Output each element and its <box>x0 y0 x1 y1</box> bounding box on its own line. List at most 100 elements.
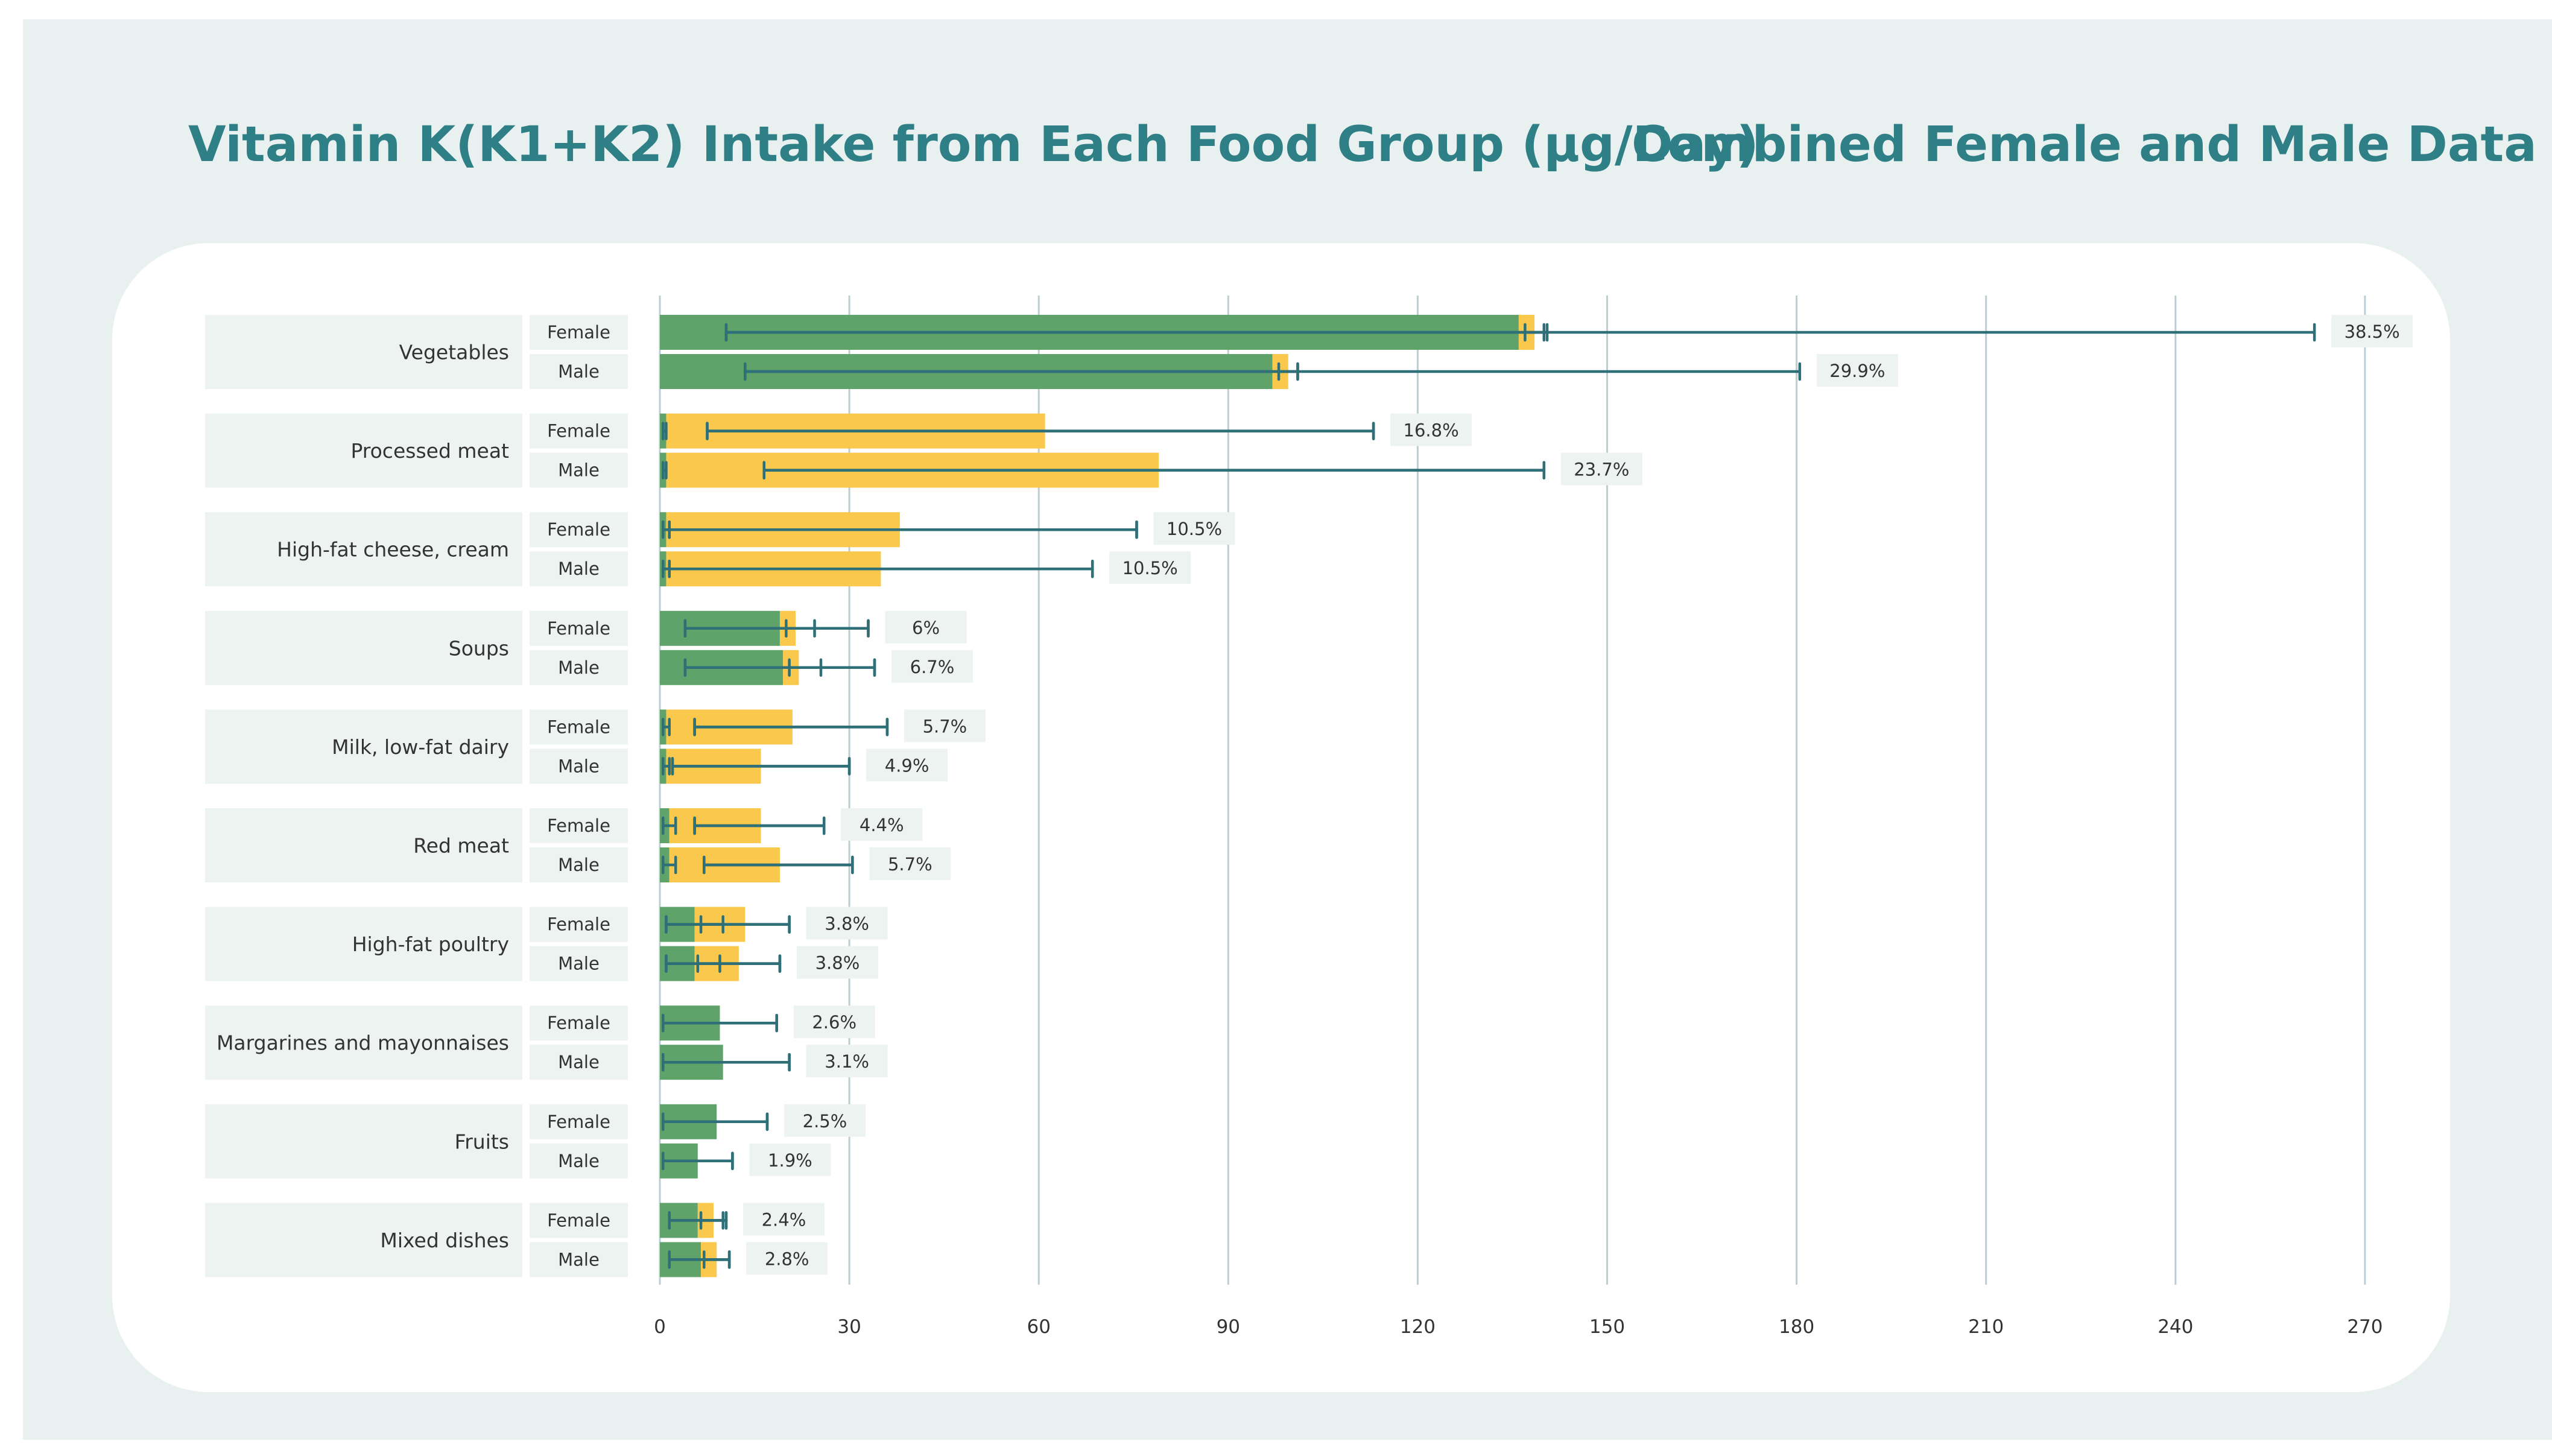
pct-label-margarines-and-mayonnaises-male: 3.1% <box>825 1051 869 1072</box>
x-tick-0: 0 <box>654 1316 666 1338</box>
pct-label-margarines-and-mayonnaises-female: 2.6% <box>812 1012 856 1033</box>
sex-label-red-meat-female: Female <box>547 815 610 836</box>
sex-box-processed-meat-female <box>530 413 628 449</box>
errorbar-total-vegetables-male <box>744 362 1802 381</box>
x-tick-30: 30 <box>837 1316 861 1338</box>
sex-box-high-fat-poultry-female <box>530 907 628 942</box>
pct-label-mixed-dishes-female: 2.4% <box>762 1209 806 1230</box>
errorbar-k1-milk-low-fat-dairy-male <box>661 757 671 776</box>
pct-label-vegetables-male: 29.9% <box>1829 361 1885 381</box>
pct-box-milk-low-fat-dairy-male <box>866 749 948 782</box>
pct-box-vegetables-female <box>2331 315 2413 347</box>
errorbar-k1-milk-low-fat-dairy-female <box>661 718 671 736</box>
sex-label-vegetables-female: Female <box>547 322 610 343</box>
pct-label-vegetables-female: 38.5% <box>2345 321 2400 342</box>
pct-label-red-meat-female: 4.4% <box>860 815 904 835</box>
sex-box-margarines-and-mayonnaises-male <box>530 1045 628 1080</box>
sex-box-soups-female <box>530 610 628 646</box>
pct-box-red-meat-male <box>869 847 951 880</box>
category-box-high-fat-poultry <box>205 907 522 981</box>
sex-label-processed-meat-female: Female <box>547 421 610 442</box>
category-label-high-fat-cheese-cream: High-fat cheese, cream <box>277 538 509 562</box>
pct-box-mixed-dishes-male <box>746 1242 828 1275</box>
category-label-milk-low-fat-dairy: Milk, low-fat dairy <box>332 735 509 759</box>
pct-box-soups-male <box>891 650 973 683</box>
sex-label-margarines-and-mayonnaises-male: Male <box>558 1052 600 1072</box>
sex-label-mixed-dishes-female: Female <box>547 1210 610 1230</box>
pct-label-mixed-dishes-male: 2.8% <box>765 1249 809 1269</box>
errorbar-total-vegetables-female <box>724 323 2316 342</box>
sex-label-milk-low-fat-dairy-male: Male <box>558 756 600 776</box>
sex-box-mixed-dishes-female <box>530 1203 628 1238</box>
pct-box-vegetables-male <box>1816 354 1898 387</box>
category-label-high-fat-poultry: High-fat poultry <box>352 932 509 956</box>
errorbar-total-mixed-dishes-male <box>668 1250 731 1269</box>
sex-box-fruits-male <box>530 1143 628 1179</box>
sex-box-soups-male <box>530 650 628 685</box>
errorbar-total-milk-low-fat-dairy-male <box>671 757 851 776</box>
errorbar-total-high-fat-cheese-cream-male <box>668 559 1094 578</box>
x-tick-180: 180 <box>1779 1316 1814 1338</box>
category-box-margarines-and-mayonnaises <box>205 1005 522 1080</box>
sex-label-red-meat-male: Male <box>558 855 600 875</box>
sex-box-high-fat-poultry-male <box>530 946 628 981</box>
sex-label-margarines-and-mayonnaises-female: Female <box>547 1013 610 1033</box>
errorbar-total-margarines-and-mayonnaises-female <box>661 1013 778 1033</box>
x-axis-ticks: 0 30 60 90 120 150 180 210 240 270 <box>654 1316 2383 1338</box>
errorbar-total-red-meat-female <box>693 816 826 835</box>
sex-box-fruits-female <box>530 1104 628 1139</box>
errorbar-k1-processed-meat-female <box>661 422 668 440</box>
x-tick-270: 270 <box>2347 1316 2383 1338</box>
category-label-processed-meat: Processed meat <box>350 439 509 463</box>
errorbar-total-high-fat-poultry-male <box>665 954 782 973</box>
category-label-fruits: Fruits <box>455 1130 509 1153</box>
x-tick-150: 150 <box>1589 1316 1625 1338</box>
sex-label-vegetables-male: Male <box>558 361 600 382</box>
errorbar-k1-processed-meat-male <box>661 461 668 480</box>
pct-box-high-fat-cheese-cream-male <box>1109 551 1191 584</box>
x-tick-90: 90 <box>1217 1316 1240 1338</box>
pct-box-margarines-and-mayonnaises-male <box>806 1045 888 1078</box>
error-bars <box>661 323 2316 1269</box>
sex-box-processed-meat-male <box>530 452 628 488</box>
category-box-soups <box>205 610 522 685</box>
sex-box-high-fat-cheese-cream-male <box>530 551 628 587</box>
pct-box-high-fat-cheese-cream-female <box>1153 512 1235 545</box>
pct-box-high-fat-poultry-female <box>806 907 888 940</box>
sex-box-milk-low-fat-dairy-female <box>530 709 628 745</box>
sex-box-vegetables-male <box>530 354 628 389</box>
category-box-processed-meat <box>205 413 522 488</box>
sex-box-milk-low-fat-dairy-male <box>530 749 628 784</box>
pct-label-high-fat-cheese-cream-male: 10.5% <box>1122 558 1178 578</box>
errorbar-total-high-fat-poultry-female <box>665 915 791 934</box>
chart-title: Vitamin K(K1+K2) Intake from Each Food G… <box>188 116 1759 173</box>
sex-label-mixed-dishes-male: Male <box>558 1249 600 1270</box>
sex-label-high-fat-cheese-cream-male: Male <box>558 559 600 579</box>
x-tick-210: 210 <box>1968 1316 2004 1338</box>
chart-subtitle: Combined Female and Male Data <box>1632 116 2537 173</box>
category-box-milk-low-fat-dairy <box>205 709 522 784</box>
sex-label-fruits-female: Female <box>547 1112 610 1132</box>
category-labels: Vegetables Female Male Processed meat Female… <box>205 315 628 1277</box>
errorbar-total-mixed-dishes-female <box>668 1211 728 1230</box>
category-box-red-meat <box>205 808 522 882</box>
x-tick-60: 60 <box>1027 1316 1050 1338</box>
pct-box-processed-meat-female <box>1390 413 1472 446</box>
errorbar-total-soups-male <box>683 658 876 677</box>
sex-label-milk-low-fat-dairy-female: Female <box>547 717 610 737</box>
errorbar-total-high-fat-cheese-cream-female <box>668 520 1138 539</box>
errorbar-total-fruits-male <box>661 1151 734 1171</box>
sex-label-high-fat-poultry-male: Male <box>558 954 600 974</box>
sex-label-soups-female: Female <box>547 618 610 639</box>
category-label-vegetables: Vegetables <box>399 341 509 364</box>
pct-label-soups-male: 6.7% <box>910 657 955 677</box>
errorbar-k1-red-meat-female <box>661 816 677 835</box>
pct-box-processed-meat-male <box>1560 452 1642 486</box>
pct-label-high-fat-poultry-female: 3.8% <box>825 914 869 934</box>
sex-box-mixed-dishes-male <box>530 1242 628 1277</box>
errorbar-total-soups-female <box>683 619 870 638</box>
pct-label-red-meat-male: 5.7% <box>888 854 932 875</box>
sex-box-margarines-and-mayonnaises-female <box>530 1005 628 1041</box>
pct-box-soups-female <box>885 610 967 644</box>
sex-box-high-fat-cheese-cream-female <box>530 512 628 548</box>
